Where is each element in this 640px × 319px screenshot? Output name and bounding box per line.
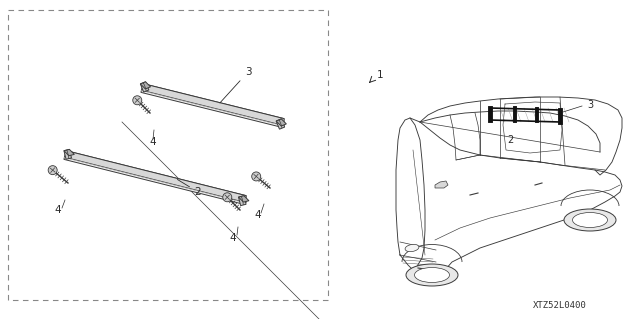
Polygon shape	[140, 82, 150, 89]
Polygon shape	[435, 181, 448, 188]
Text: 4: 4	[230, 233, 236, 243]
Text: 3: 3	[220, 67, 252, 103]
Ellipse shape	[564, 209, 616, 231]
Circle shape	[132, 96, 142, 105]
Polygon shape	[64, 149, 74, 156]
Ellipse shape	[415, 268, 449, 283]
Bar	[8, 10, 328, 300]
Polygon shape	[140, 82, 149, 92]
Polygon shape	[64, 151, 246, 204]
Text: 3: 3	[587, 100, 593, 110]
Polygon shape	[239, 196, 249, 202]
Ellipse shape	[405, 244, 419, 252]
Polygon shape	[66, 151, 246, 203]
Circle shape	[223, 193, 232, 202]
Polygon shape	[143, 84, 284, 126]
Ellipse shape	[573, 212, 607, 227]
Polygon shape	[141, 84, 284, 127]
Polygon shape	[64, 149, 72, 159]
Polygon shape	[239, 196, 246, 206]
Circle shape	[252, 172, 260, 181]
Polygon shape	[276, 119, 286, 126]
Circle shape	[48, 166, 57, 174]
Text: XTZ52L0400: XTZ52L0400	[533, 300, 587, 309]
Text: 4: 4	[150, 137, 156, 147]
Text: 2: 2	[177, 180, 202, 197]
Polygon shape	[276, 119, 285, 129]
Text: 2: 2	[507, 135, 513, 145]
Ellipse shape	[406, 264, 458, 286]
Text: 4: 4	[54, 205, 61, 215]
Text: 1: 1	[377, 70, 383, 80]
Text: 4: 4	[255, 210, 261, 220]
